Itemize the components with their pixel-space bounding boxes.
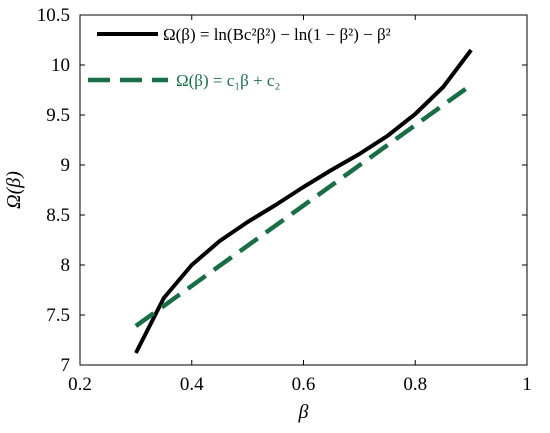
y-tick-label: 7.5 <box>46 305 70 326</box>
x-tick-label: 0.4 <box>180 374 204 395</box>
y-tick-label: 10.5 <box>37 5 70 26</box>
y-tick-label: 9 <box>61 155 71 176</box>
plot-frame <box>79 14 528 366</box>
x-axis-label: β <box>298 401 309 423</box>
y-tick-label: 10 <box>51 55 70 76</box>
x-tick-label: 0.8 <box>403 374 427 395</box>
plot-area-group: 0.2 0.4 0.6 0.8 1 7 7.5 8 8.5 9 9.5 10 10.5 <box>37 5 532 395</box>
y-axis-label: Ω(β) <box>3 171 25 209</box>
legend-label-exact: Ω(β) = ln(Bc²β²) − ln(1 − β²) − β² <box>163 25 391 44</box>
x-tick-label: 0.2 <box>68 374 92 395</box>
x-tick-label: 0.6 <box>292 374 316 395</box>
y-tick-label: 8.5 <box>46 205 70 226</box>
y-tick-label: 8 <box>61 255 71 276</box>
y-tick-label: 7 <box>61 355 71 376</box>
series-layer <box>134 48 473 354</box>
y-tick-label: 9.5 <box>46 105 70 126</box>
series-linear-fit-line <box>134 83 473 328</box>
x-tick-label: 1 <box>522 374 532 395</box>
legend-label-linear: Ω(β) = c₁β + c₂ <box>176 71 280 90</box>
legend: Ω(β) = ln(Bc²β²) − ln(1 − β²) − β² Ω(β) … <box>88 25 391 90</box>
tick-labels: 0.2 0.4 0.6 0.8 1 7 7.5 8 8.5 9 9.5 10 10.5 <box>37 5 532 395</box>
series-exact-curve <box>134 48 473 354</box>
